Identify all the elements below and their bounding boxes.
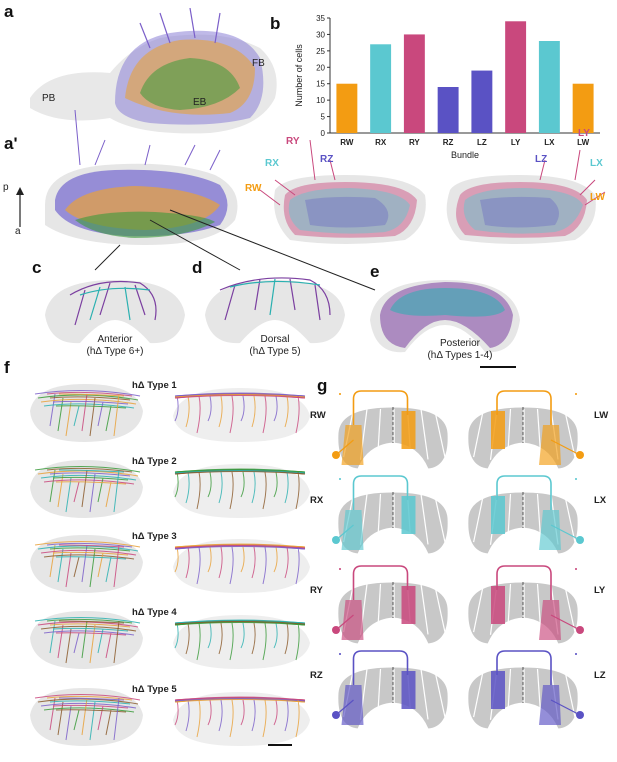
schematic-rw: [332, 390, 449, 470]
y-tick-label: 30: [316, 30, 325, 39]
type-2-dorsal-render: [173, 464, 310, 518]
schematic-label-lz: LZ: [594, 670, 606, 681]
bar-lx: [538, 41, 560, 133]
caption-e-title: Posterior: [439, 338, 480, 349]
x-tick-label: RX: [375, 138, 387, 147]
panel-label-g: g: [317, 376, 328, 395]
scale-bar-f: [268, 744, 292, 746]
type-4-label: hΔ Type 4: [132, 607, 177, 618]
chart-x-label: Bundle: [451, 150, 479, 160]
panel-c-render: [45, 280, 185, 344]
type-1-frontal-render: [30, 384, 143, 442]
panel-d-render: [205, 277, 345, 344]
type-5-dorsal-render: [173, 692, 310, 746]
schematic-label-rw: RW: [310, 410, 326, 421]
type-2-frontal-render: [30, 460, 143, 518]
x-tick-label: RW: [340, 138, 354, 147]
panel-label-f: f: [4, 358, 10, 377]
schematic-label-ry: RY: [310, 585, 323, 596]
caption-d-sub: (hΔ Type 5): [249, 346, 301, 357]
schematic-label-rx: RX: [310, 495, 324, 506]
schematic-rx: [332, 475, 449, 555]
chart-y-label: Number of cells: [294, 44, 304, 107]
schematic-rz: [332, 650, 449, 730]
panel-a-prime-neuron-render: [45, 110, 238, 245]
schematic-lz: [467, 650, 584, 730]
axis-a-label: a: [15, 226, 21, 237]
pb-label: PB: [42, 93, 56, 104]
left-bundle-render: [446, 149, 606, 244]
x-tick-label: LW: [577, 138, 589, 147]
schematic-ry: [332, 565, 449, 645]
x-tick-label: LX: [544, 138, 555, 147]
axis-arrow: [16, 187, 24, 227]
bundle-label-rz: RZ: [320, 154, 334, 165]
type-1-label: hΔ Type 1: [132, 380, 177, 391]
type-3-frontal-render: [30, 535, 143, 593]
panel-label-e: e: [370, 262, 380, 281]
x-tick-label: LY: [511, 138, 521, 147]
type-3-label: hΔ Type 3: [132, 531, 177, 542]
bundle-label-rx: RX: [265, 158, 279, 169]
caption-c-sub: (hΔ Type 6+): [86, 346, 144, 357]
panel-label-a: a: [4, 2, 14, 21]
y-tick-label: 20: [316, 63, 325, 72]
schematic-lx: [467, 475, 584, 555]
bundle-label-ly: LY: [578, 128, 590, 139]
bar-rw: [336, 83, 358, 133]
bar-lw: [572, 83, 594, 133]
bundle-label-rw: RW: [245, 183, 262, 194]
bar-ry: [403, 34, 425, 133]
caption-c-title: Anterior: [97, 334, 133, 345]
x-tick-label: LZ: [477, 138, 487, 147]
scale-bar-e: [480, 366, 516, 368]
panel-label-a-prime: a': [4, 134, 18, 153]
type-2-label: hΔ Type 2: [132, 456, 177, 467]
type-1-dorsal-render: [173, 388, 310, 442]
x-tick-label: RY: [409, 138, 420, 147]
bundle-bar-chart: 0 5 10 15 20 25 30 35 RW RX RY RZ LZ LY LX LW Bundle Numb…: [294, 14, 600, 160]
type-5-frontal-render: [30, 688, 143, 746]
y-tick-label: 5: [321, 113, 326, 122]
schematic-label-rz: RZ: [310, 670, 323, 681]
type-4-frontal-render: [30, 611, 143, 669]
right-bundle-render: [259, 140, 426, 244]
x-tick-label: RZ: [443, 138, 454, 147]
bundle-label-lx: LX: [590, 158, 603, 169]
axis-p-label: p: [3, 182, 9, 193]
schematic-lw: [467, 390, 584, 470]
y-tick-label: 15: [316, 80, 325, 89]
panel-label-b: b: [270, 14, 281, 33]
schematic-label-lx: LX: [594, 495, 607, 506]
bundle-label-lz: LZ: [535, 154, 548, 165]
bar-rz: [437, 87, 459, 133]
caption-d-title: Dorsal: [260, 334, 290, 345]
bar-rx: [370, 44, 392, 133]
bundle-label-lw: LW: [590, 192, 605, 203]
schematic-label-lw: LW: [594, 410, 609, 421]
bar-ly: [505, 21, 527, 133]
eb-label: EB: [193, 97, 207, 108]
panel-e-render: [370, 280, 520, 353]
caption-e-sub: (hΔ Types 1-4): [427, 350, 493, 361]
schematic-label-ly: LY: [594, 585, 606, 596]
type-4-dorsal-render: [173, 615, 310, 669]
bundle-label-ry: RY: [286, 136, 300, 147]
y-tick-label: 10: [316, 96, 325, 105]
y-tick-label: 25: [316, 47, 325, 56]
bar-lz: [471, 70, 493, 133]
fb-label: FB: [252, 58, 265, 69]
schematic-ly: [467, 565, 584, 645]
y-tick-label: 0: [321, 129, 326, 138]
type-5-label: hΔ Type 5: [132, 684, 177, 695]
panel-label-d: d: [192, 258, 203, 277]
panel-label-c: c: [32, 258, 42, 277]
type-3-dorsal-render: [173, 539, 310, 593]
y-tick-label: 35: [316, 14, 325, 23]
panel-a-neuron-render: [30, 8, 277, 134]
